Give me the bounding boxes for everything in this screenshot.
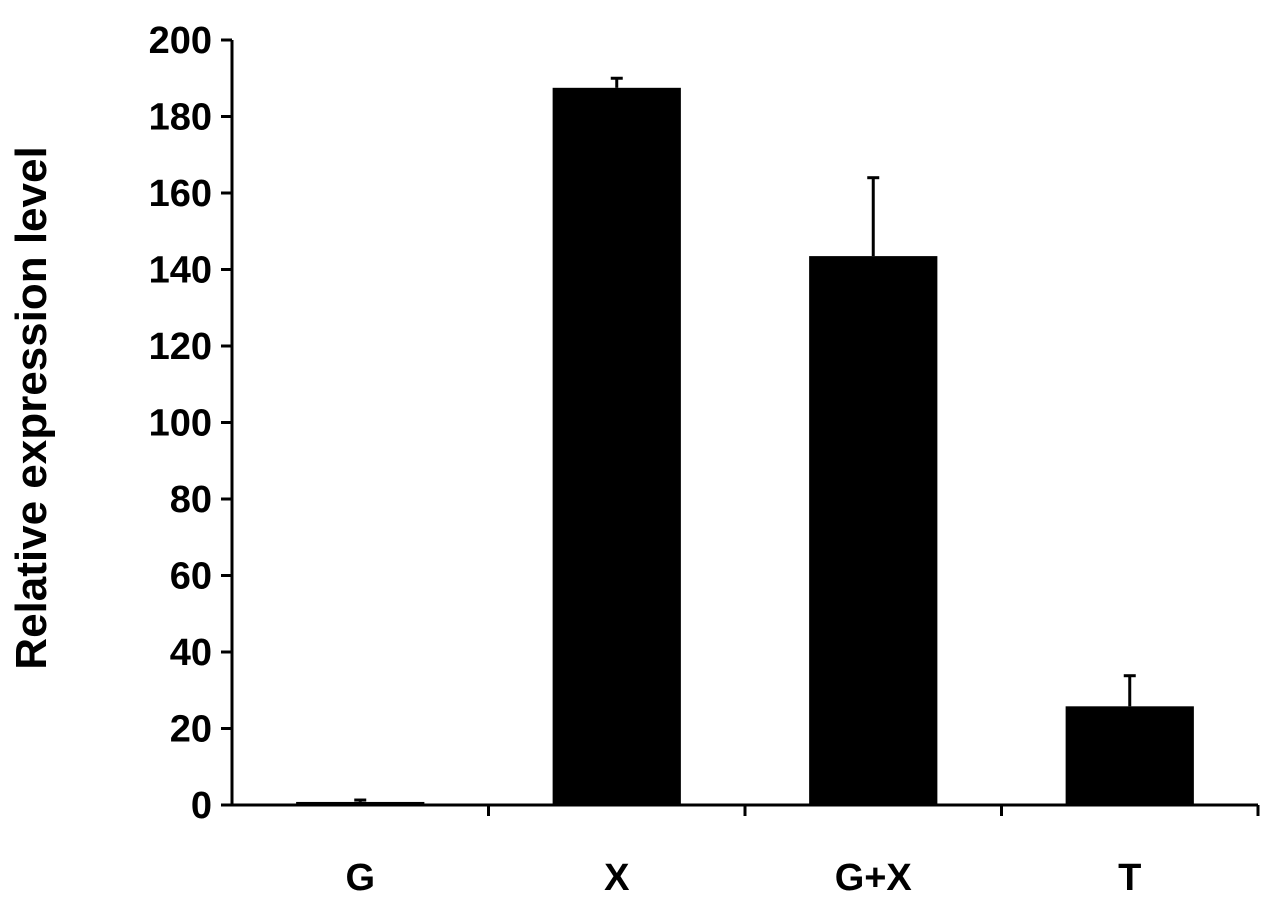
x-category-label: G	[345, 857, 375, 899]
bar	[296, 801, 425, 805]
x-category-label: X	[604, 857, 630, 899]
error-bars	[354, 76, 1136, 802]
y-tick-label: 20	[170, 709, 212, 751]
y-tick-label: 180	[149, 97, 212, 139]
y-tick-label: 100	[149, 403, 212, 445]
y-tick-label: 40	[170, 632, 212, 674]
bar	[809, 256, 938, 805]
y-tick-label: 120	[149, 326, 212, 368]
bars	[296, 87, 1194, 805]
y-tick-label: 80	[170, 479, 212, 521]
bar	[1065, 706, 1194, 805]
y-tick-label: 0	[191, 785, 212, 827]
y-tick-label: 160	[149, 173, 212, 215]
y-axis-ticks: 0 20 40 60 80 100 120 140 160 180 200	[149, 20, 232, 827]
x-category-label: G+X	[835, 857, 913, 899]
y-tick-label: 200	[149, 20, 212, 62]
bar	[552, 87, 681, 805]
x-category-label: T	[1118, 857, 1141, 899]
x-axis: G X G+X T	[232, 803, 1260, 899]
y-tick-label: 140	[149, 250, 212, 292]
y-axis-title: Relative expression level	[7, 146, 56, 669]
y-tick-label: 60	[170, 556, 212, 598]
